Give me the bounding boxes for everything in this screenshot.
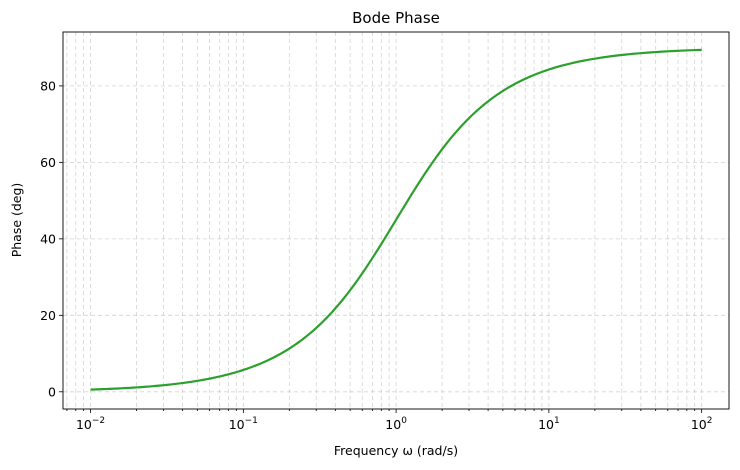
grid (63, 32, 729, 409)
x-tick-label: 10−2 (76, 416, 105, 432)
chart-title: Bode Phase (352, 9, 440, 27)
series-layer (90, 48, 702, 391)
y-tick-label: 60 (40, 155, 56, 170)
y-tick-label: 0 (48, 384, 56, 399)
x-tick-label: 100 (385, 416, 407, 432)
y-tick-label: 40 (40, 231, 56, 246)
ticks: 0 20 40 60 80 10−2 10−1 100 101 102 (40, 78, 712, 432)
x-tick-label: 101 (538, 416, 560, 432)
y-tick-label: 80 (40, 78, 56, 93)
phase-series-line (90, 48, 702, 391)
x-axis-label: Frequency ω (rad/s) (334, 443, 458, 458)
y-axis-label: Phase (deg) (9, 183, 24, 258)
x-tick-label: 102 (691, 416, 713, 432)
y-tick-label: 20 (40, 308, 56, 323)
x-tick-label: 10−1 (229, 416, 258, 432)
